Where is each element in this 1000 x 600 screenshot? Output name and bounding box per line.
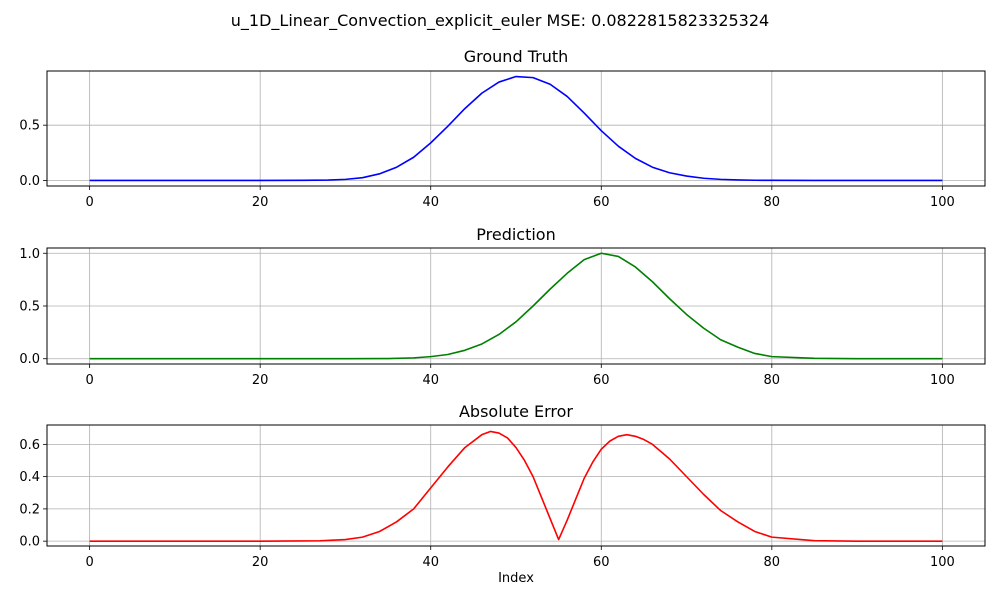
absolute-error-xtick-label-4: 80: [764, 555, 781, 570]
absolute-error-xtick-label-2: 40: [422, 555, 439, 570]
ground-truth-series-line: [89, 75, 943, 182]
absolute-error-xtick-label-3: 60: [593, 555, 610, 570]
absolute-error-title: Absolute Error: [459, 402, 573, 421]
absolute-error-panel: Absolute Error Index 0 20 40 60 80 100 0.0 0.2 0…: [19, 402, 986, 586]
prediction-xtick-label-4: 80: [764, 373, 781, 388]
prediction-ytick-label-0: 0.0: [19, 352, 40, 367]
prediction-series-line: [89, 252, 943, 360]
absolute-error-ytick-label-2: 0.4: [19, 470, 40, 485]
prediction-ytick-label-1: 0.5: [19, 300, 40, 315]
ground-truth-ytick-label-0: 0.0: [19, 174, 40, 189]
x-axis-label: Index: [498, 571, 534, 586]
prediction-title: Prediction: [476, 225, 555, 244]
prediction-xtick-label-0: 0: [85, 373, 93, 388]
absolute-error-xtick-label-5: 100: [930, 555, 955, 570]
absolute-error-ytick-label-1: 0.2: [19, 502, 40, 517]
ground-truth-xtick-label-1: 20: [252, 195, 269, 210]
absolute-error-xtick-label-0: 0: [85, 555, 93, 570]
figure-title: u_1D_Linear_Convection_explicit_euler MS…: [231, 11, 769, 31]
absolute-error-ytick-label-0: 0.0: [19, 535, 40, 550]
prediction-xtick-label-3: 60: [593, 373, 610, 388]
prediction-xtick-label-5: 100: [930, 373, 955, 388]
prediction-xtick-label-1: 20: [252, 373, 269, 388]
ground-truth-xtick-label-2: 40: [422, 195, 439, 210]
prediction-panel: Prediction 0 20 40 60 80 100 0.0 0.5 1.0: [19, 225, 986, 388]
absolute-error-xtick-label-1: 20: [252, 555, 269, 570]
ground-truth-axes-frame: [46, 70, 986, 187]
ground-truth-panel: Ground Truth 0 20 40 60 80 100 0.0 0.5: [19, 47, 986, 210]
prediction-ytick-label-2: 1.0: [19, 247, 40, 262]
absolute-error-ytick-label-3: 0.6: [19, 438, 40, 453]
prediction-xtick-label-2: 40: [422, 373, 439, 388]
ground-truth-xtick-label-5: 100: [930, 195, 955, 210]
absolute-error-axes-frame: [46, 424, 986, 547]
ground-truth-title: Ground Truth: [464, 47, 569, 66]
ground-truth-ytick-label-1: 0.5: [19, 119, 40, 134]
ground-truth-xtick-label-4: 80: [764, 195, 781, 210]
ground-truth-xtick-label-0: 0: [85, 195, 93, 210]
ground-truth-xtick-label-3: 60: [593, 195, 610, 210]
absolute-error-series-line: [89, 430, 943, 542]
